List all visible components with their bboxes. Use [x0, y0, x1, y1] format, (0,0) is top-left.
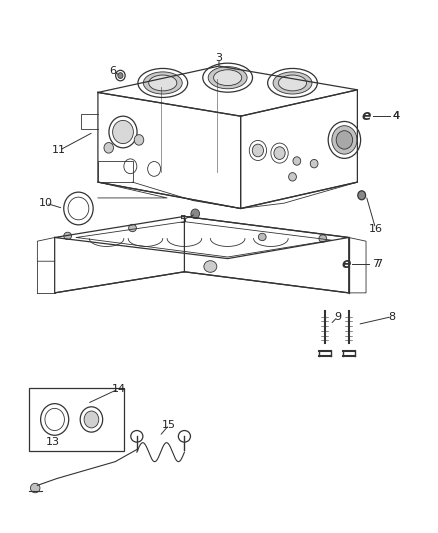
Text: 11: 11	[52, 146, 66, 156]
Ellipse shape	[214, 70, 242, 86]
Text: 3: 3	[215, 53, 223, 63]
Ellipse shape	[104, 142, 113, 153]
Text: 15: 15	[162, 419, 176, 430]
Text: 4: 4	[393, 111, 400, 121]
Ellipse shape	[191, 209, 200, 219]
Text: 8: 8	[389, 312, 396, 321]
Text: e: e	[341, 257, 350, 271]
Text: 10: 10	[39, 198, 53, 208]
Ellipse shape	[258, 233, 266, 241]
Ellipse shape	[279, 75, 307, 91]
Ellipse shape	[31, 483, 40, 493]
Text: 14: 14	[112, 384, 126, 394]
Ellipse shape	[129, 224, 136, 232]
Text: e: e	[361, 109, 371, 123]
Ellipse shape	[134, 135, 144, 145]
Ellipse shape	[143, 72, 182, 94]
Text: 16: 16	[368, 223, 382, 233]
Text: 4: 4	[393, 111, 400, 121]
Bar	[29, 388, 124, 451]
Ellipse shape	[274, 147, 285, 159]
Ellipse shape	[273, 72, 312, 94]
Text: 7: 7	[375, 259, 382, 269]
Text: 7: 7	[372, 259, 379, 269]
Ellipse shape	[289, 173, 297, 181]
Ellipse shape	[293, 157, 301, 165]
Text: 9: 9	[334, 312, 342, 321]
Ellipse shape	[64, 232, 71, 240]
Ellipse shape	[113, 120, 134, 143]
Text: 13: 13	[46, 437, 60, 447]
Ellipse shape	[118, 72, 123, 78]
Text: 5: 5	[179, 215, 186, 225]
Ellipse shape	[208, 67, 247, 89]
Ellipse shape	[84, 411, 99, 428]
Ellipse shape	[336, 131, 353, 149]
Ellipse shape	[358, 191, 366, 200]
Ellipse shape	[149, 75, 177, 91]
Text: 6: 6	[110, 66, 117, 76]
Ellipse shape	[319, 235, 327, 242]
Ellipse shape	[204, 261, 217, 272]
Ellipse shape	[332, 126, 357, 154]
Ellipse shape	[252, 144, 264, 157]
Ellipse shape	[310, 159, 318, 168]
